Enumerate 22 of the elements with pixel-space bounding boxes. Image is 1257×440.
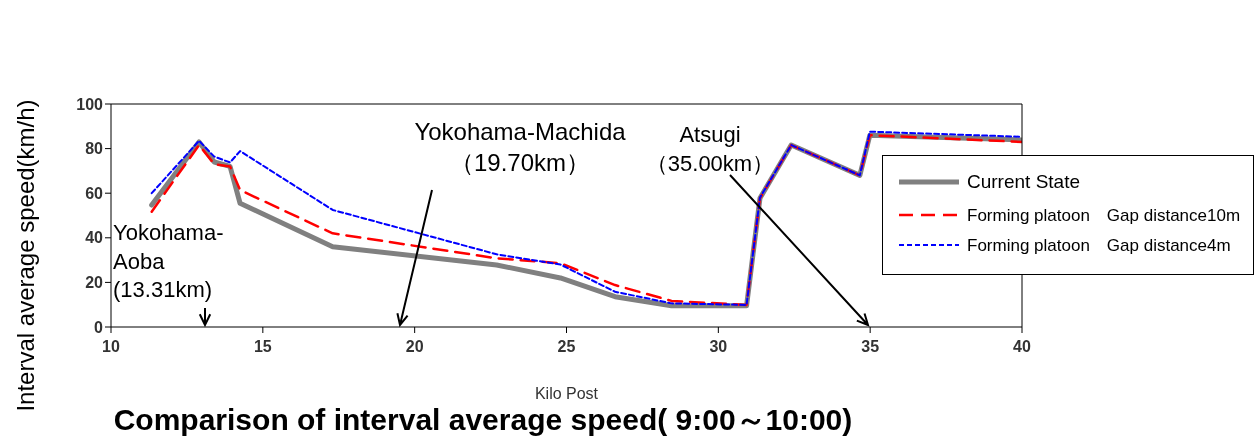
annotation: Yokohama-Machida （19.70km） <box>414 118 627 177</box>
annotation: Atsugi （35.00km） <box>645 122 775 176</box>
y-tick-label: 80 <box>85 140 104 158</box>
y-tick-label: 20 <box>85 274 104 292</box>
legend-label: Forming platoon Gap distance10m <box>967 204 1241 227</box>
x-tick-label: 15 <box>253 338 272 356</box>
y-axis-title: Interval average speed(km/h) <box>12 99 39 412</box>
x-tick-label: 30 <box>709 338 728 356</box>
y-tick-label: 60 <box>85 184 104 202</box>
x-tick-label: 40 <box>1013 338 1031 356</box>
x-axis-title: Kilo Post <box>534 385 599 402</box>
x-tick-label: 20 <box>405 338 424 356</box>
legend-label: Current State <box>967 171 1080 193</box>
x-tick-label: 35 <box>861 338 880 356</box>
y-tick-label: 40 <box>85 229 104 247</box>
y-tick-label: 0 <box>94 318 104 336</box>
text: Comparison of interval average speed( 9:00～10:00) <box>113 403 853 436</box>
x-tick-label: 10 <box>102 338 120 356</box>
legend-label: Forming platoon Gap distance4m <box>967 234 1231 257</box>
y-tick-label: 100 <box>76 95 104 113</box>
annotation: Yokohama- Aoba (13.31km) <box>113 220 224 303</box>
x-tick-label: 25 <box>557 338 576 356</box>
